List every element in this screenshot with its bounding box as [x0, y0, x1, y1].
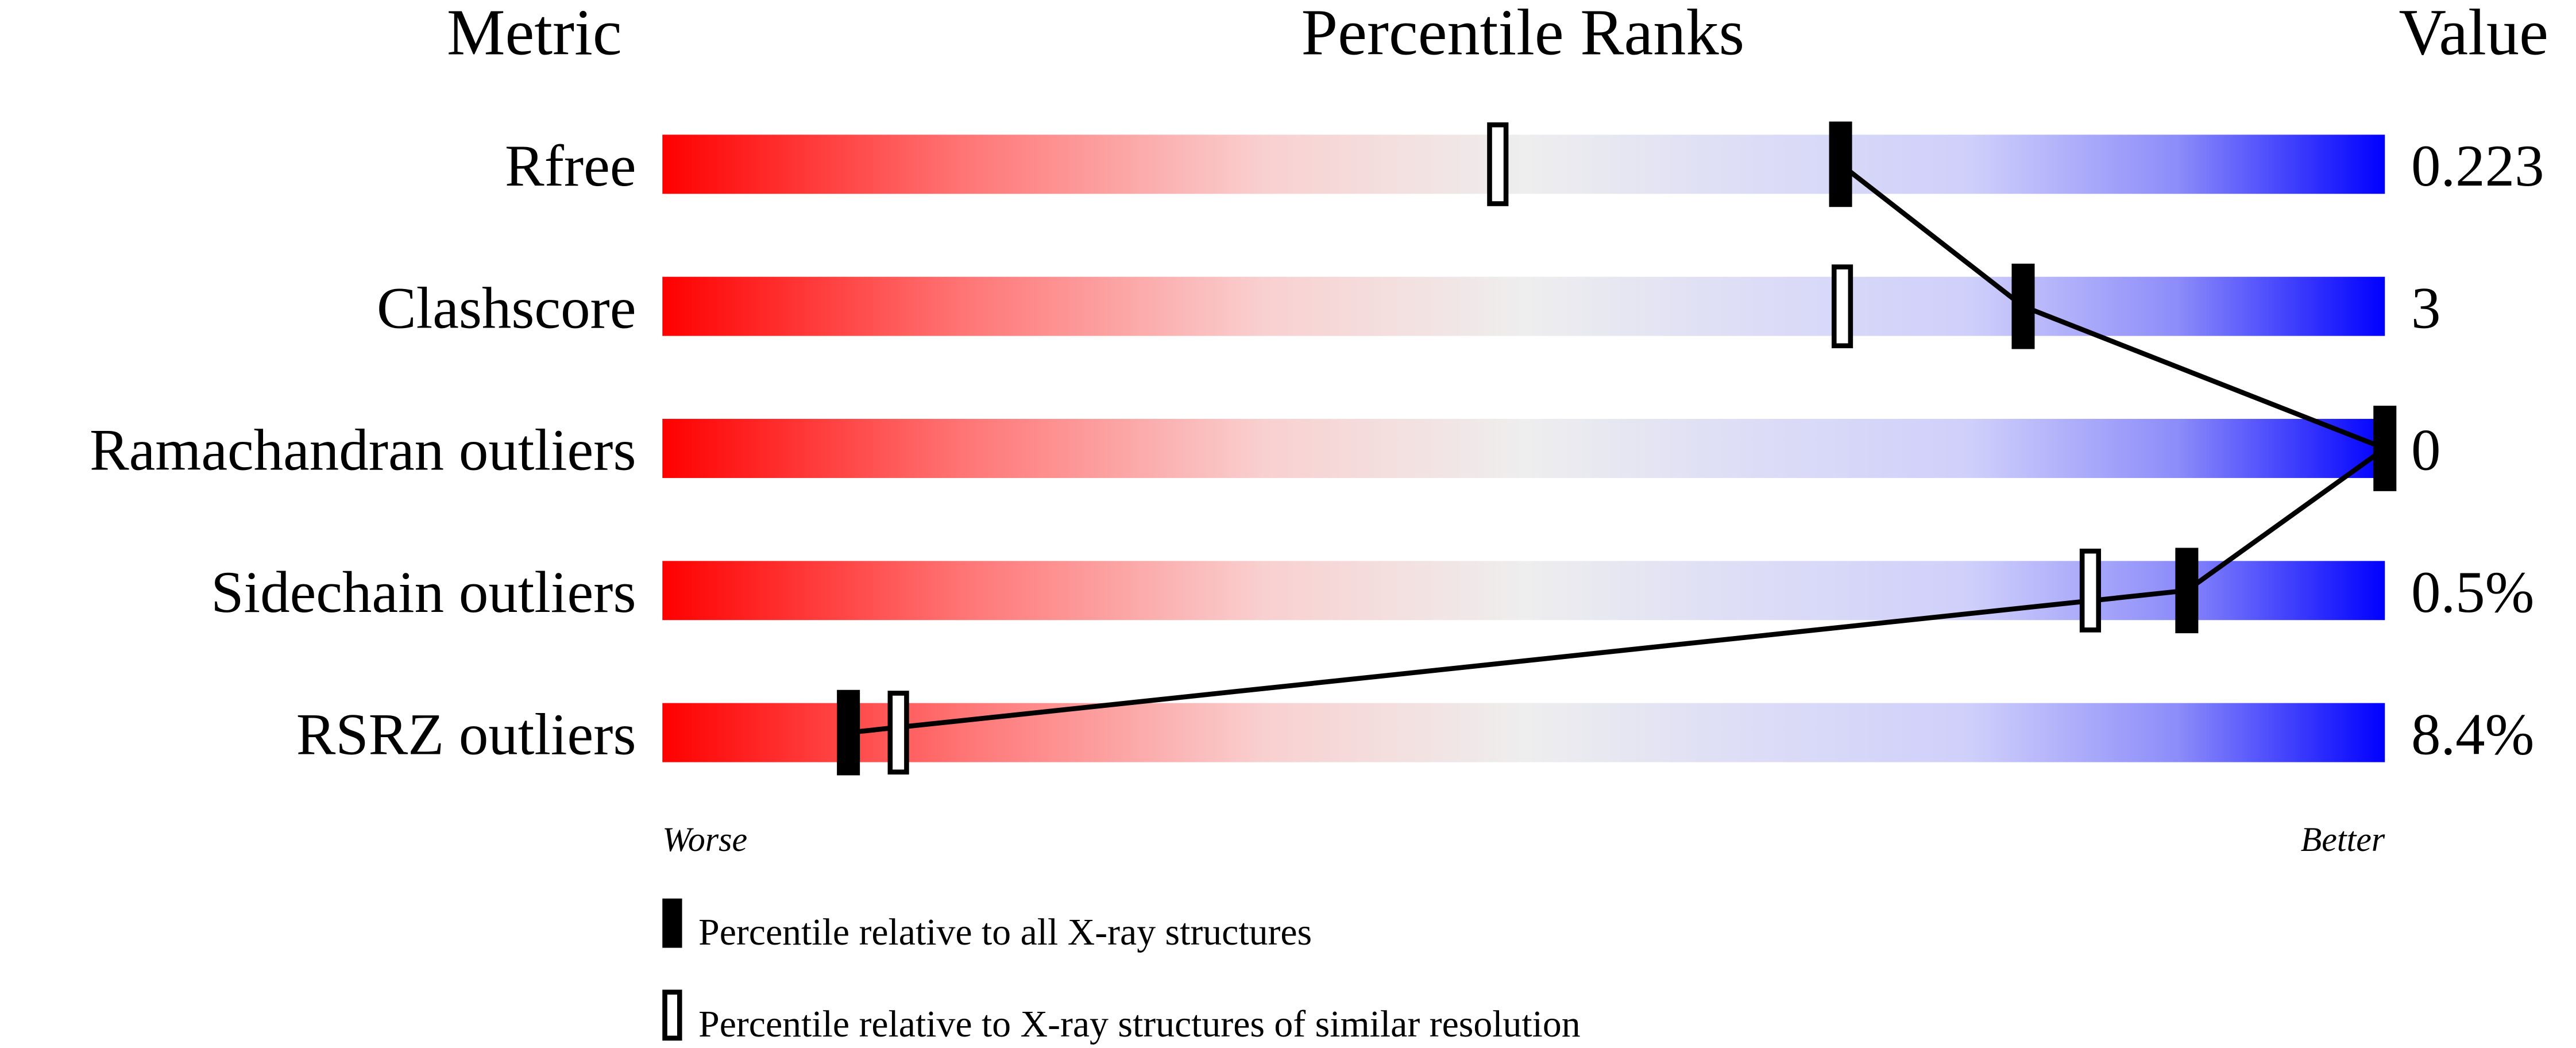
marker-all-structures: [837, 689, 860, 776]
marker-all-structures: [1829, 121, 1852, 207]
header-value: Value: [2399, 0, 2548, 68]
metric-value: 3: [2411, 275, 2440, 341]
marker-all-structures: [2373, 406, 2397, 491]
metric-label: Rfree: [505, 133, 636, 199]
metric-label: Ramachandran outliers: [90, 418, 636, 483]
metric-label: RSRZ outliers: [296, 702, 636, 767]
percentile-bar: [662, 419, 2385, 478]
percentile-bar: [662, 276, 2385, 336]
metric-label: Clashscore: [377, 275, 636, 341]
header-metric: Metric: [447, 0, 622, 68]
metric-value: 0.223: [2411, 133, 2544, 199]
marker-similar-resolution: [1831, 264, 1853, 349]
axis-label-better: Better: [2301, 820, 2385, 858]
legend-open-marker: [662, 989, 682, 1041]
metric-value: 8.4%: [2411, 702, 2534, 767]
percentile-bar: [662, 134, 2385, 194]
percentile-bar: [662, 703, 2385, 762]
percentile-bar: [662, 561, 2385, 621]
metric-label: Sidechain outliers: [211, 560, 636, 625]
axis-label-worse: Worse: [662, 820, 747, 858]
legend-label-all: Percentile relative to all X-ray structu…: [698, 911, 1312, 953]
header-percentile-ranks: Percentile Ranks: [1301, 0, 1745, 68]
marker-similar-resolution: [2079, 548, 2102, 633]
marker-similar-resolution: [1487, 122, 1509, 206]
legend-label-similar: Percentile relative to X-ray structures …: [698, 1003, 1581, 1045]
metric-value: 0.5%: [2411, 560, 2534, 625]
marker-all-structures: [2011, 263, 2035, 349]
metric-value: 0: [2411, 418, 2440, 483]
legend-filled-marker: [662, 898, 682, 948]
marker-similar-resolution: [887, 691, 909, 775]
marker-all-structures: [2175, 548, 2199, 634]
